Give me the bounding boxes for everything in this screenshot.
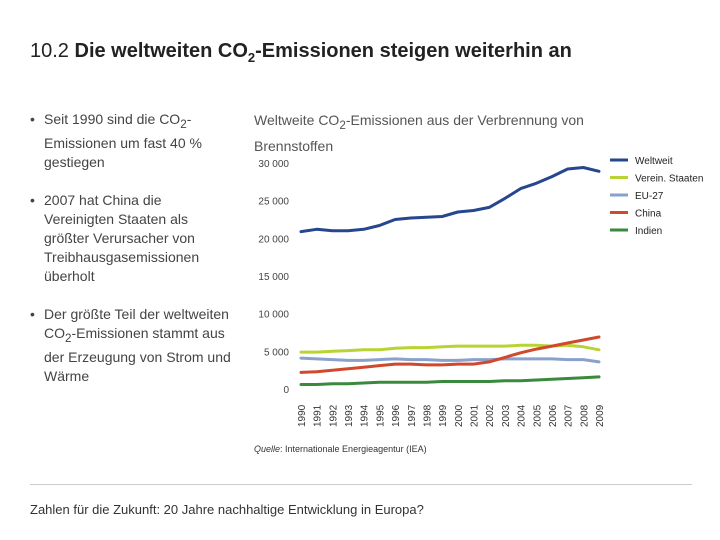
x-tick-label: 1996 (391, 404, 402, 427)
source-label: Quelle (254, 444, 281, 454)
slide-title: 10.2 Die weltweiten CO2-Emissionen steig… (30, 40, 572, 65)
bullet-item: Der größte Teil der weltweiten CO2-Emiss… (30, 305, 235, 386)
bullet-subscript: 2 (180, 117, 187, 131)
y-tick-label: 25 000 (258, 197, 289, 208)
x-tick-label: 1992 (328, 404, 339, 427)
y-tick-label: 20 000 (258, 234, 289, 245)
series-line-weltweit (299, 166, 601, 234)
emissions-line-chart: 0 5 000 10 000 15 000 20 000 25 000 30 000 1990… (258, 156, 703, 427)
bullet-item: 2007 hat China die Vereinigten Staaten a… (30, 191, 235, 286)
x-tick-label: 2006 (548, 404, 559, 427)
chart-title-subscript: 2 (339, 118, 346, 132)
chart-title-post: -Emissionen aus der Verbrennung von Bren… (254, 112, 584, 154)
x-tick-label: 1998 (422, 404, 433, 427)
bullet-text-post: -Emissionen stammt aus der Erzeugung von… (44, 324, 231, 384)
x-tick-label: 1997 (407, 404, 418, 427)
footer-divider (30, 484, 692, 485)
x-tick-label: 2000 (454, 404, 465, 427)
x-tick-label: 2005 (532, 404, 543, 427)
footer-text: Zahlen für die Zukunft: 20 Jahre nachhal… (30, 502, 424, 517)
x-tick-label: 2002 (485, 404, 496, 427)
title-subscript: 2 (247, 50, 256, 65)
x-tick-label: 2004 (517, 404, 528, 427)
legend-label: Verein. Staaten (635, 174, 703, 185)
x-tick-label: 2003 (501, 404, 512, 427)
series-line-indien (299, 375, 601, 386)
y-tick-label: 15 000 (258, 272, 289, 283)
legend-label: China (635, 209, 662, 220)
bullet-item: Seit 1990 sind die CO2-Emissionen um fas… (30, 110, 235, 172)
x-tick-label: 2008 (579, 404, 590, 427)
bullet-list: Seit 1990 sind die CO2-Emissionen um fas… (30, 110, 235, 405)
x-tick-label: 1993 (344, 404, 355, 427)
title-text-pre: Die weltweiten CO (74, 40, 248, 62)
x-tick-label: 1995 (375, 404, 386, 427)
bullet-text-post: -Emissionen um fast 40 % gestiegen (44, 111, 202, 170)
y-tick-label: 10 000 (258, 310, 289, 321)
chart-title-pre: Weltweite CO (254, 112, 340, 128)
x-tick-label: 1991 (313, 404, 324, 427)
x-tick-label: 2001 (470, 404, 481, 427)
series-line-china (299, 335, 601, 374)
y-tick-label: 0 (283, 385, 289, 396)
y-tick-label: 30 000 (258, 159, 289, 170)
legend-label: Indien (635, 226, 662, 237)
bullet-text-pre: 2007 hat China die Vereinigten Staaten a… (44, 191, 200, 284)
x-tick-label: 2009 (595, 404, 606, 427)
chart-title: Weltweite CO2-Emissionen aus der Verbren… (254, 110, 614, 157)
series-line-eu-27 (299, 356, 601, 364)
bullet-subscript: 2 (65, 331, 72, 345)
slide-number: 10.2 (30, 40, 69, 62)
x-tick-label: 1990 (297, 404, 308, 427)
legend-label: EU-27 (635, 191, 664, 202)
bullet-text-pre: Der größte Teil der weltweiten CO (44, 305, 229, 341)
source-note: Quelle: Internationale Energieagentur (I… (254, 444, 427, 454)
bullet-text-pre: Seit 1990 sind die CO (44, 111, 181, 127)
x-tick-label: 2007 (564, 404, 575, 427)
x-tick-label: 1994 (360, 404, 371, 427)
title-text-post: -Emissionen steigen weiterhin an (255, 40, 572, 62)
legend-label: Weltweit (635, 156, 673, 167)
x-tick-label: 1999 (438, 404, 449, 427)
y-tick-label: 5 000 (264, 347, 289, 358)
source-text: : Internationale Energieagentur (IEA) (280, 444, 427, 454)
